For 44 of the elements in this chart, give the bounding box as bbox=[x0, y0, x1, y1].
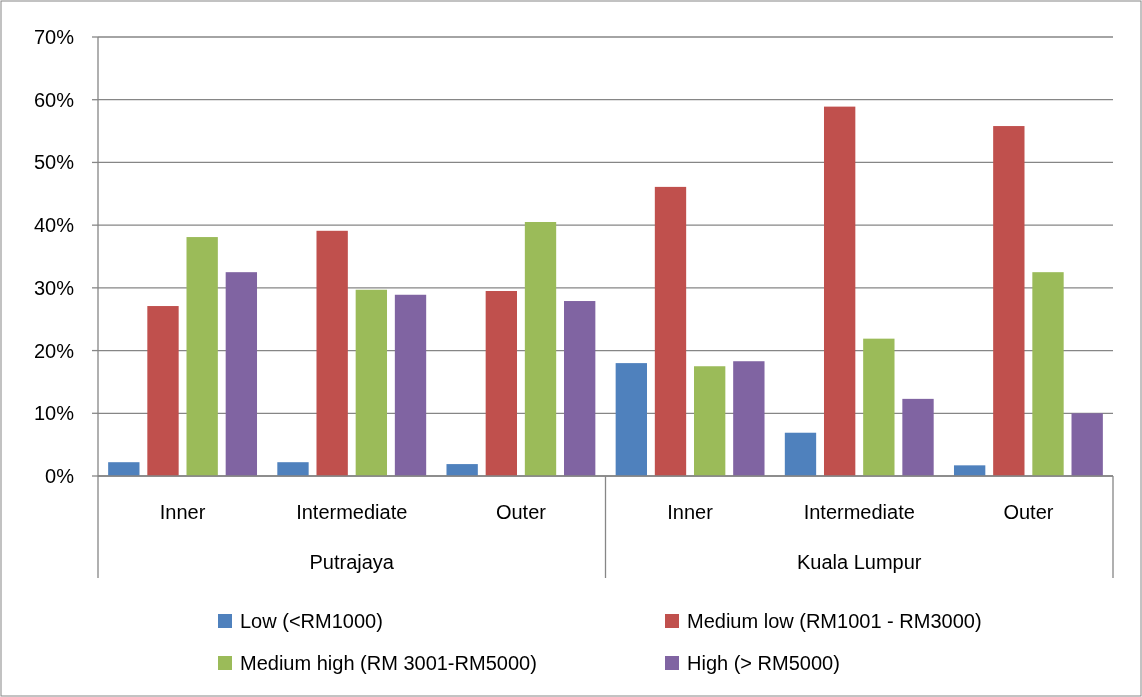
legend-label: Low (<RM1000) bbox=[240, 610, 383, 632]
y-tick-label: 0% bbox=[45, 465, 75, 487]
bar bbox=[654, 186, 687, 476]
text: Kuala Lumpur bbox=[796, 551, 922, 573]
bar bbox=[355, 289, 388, 476]
x-tick-label: Outer bbox=[495, 501, 547, 523]
bar bbox=[186, 237, 218, 476]
bar bbox=[733, 361, 765, 476]
bar bbox=[615, 363, 647, 476]
bar bbox=[784, 432, 817, 476]
bar bbox=[524, 222, 557, 476]
x-tick-label: Inner bbox=[159, 501, 206, 523]
bar bbox=[485, 290, 517, 476]
legend-label: Medium high (RM 3001-RM5000) bbox=[240, 652, 537, 674]
bar bbox=[902, 398, 934, 476]
bar bbox=[1071, 413, 1103, 476]
x-tick-label: Outer bbox=[1003, 501, 1054, 523]
bar bbox=[863, 338, 895, 476]
y-tick-label: 30% bbox=[33, 276, 75, 299]
x-tick-label: Intermediate bbox=[803, 501, 915, 523]
bar bbox=[147, 306, 179, 476]
y-tick-label: 10% bbox=[33, 402, 75, 425]
x-tick-label: Inner bbox=[667, 501, 714, 523]
y-tick-label: 60% bbox=[33, 88, 75, 111]
bar bbox=[108, 462, 140, 476]
bar bbox=[953, 465, 986, 476]
y-tick-label: 20% bbox=[33, 339, 75, 362]
bar bbox=[225, 272, 258, 476]
y-tick-label: 40% bbox=[33, 214, 75, 237]
x-tick-label: Intermediate bbox=[296, 501, 408, 523]
bar bbox=[316, 230, 348, 476]
bar bbox=[823, 106, 856, 476]
text: Putrajaya bbox=[309, 551, 395, 573]
legend-label: Medium low (RM1001 - RM3000) bbox=[687, 610, 982, 632]
bar bbox=[277, 462, 309, 476]
bar bbox=[564, 301, 596, 476]
bar bbox=[1032, 272, 1064, 476]
legend-label: High (> RM5000) bbox=[687, 652, 840, 674]
bar bbox=[446, 464, 478, 476]
y-tick-label: 50% bbox=[33, 151, 75, 174]
bar bbox=[394, 294, 427, 476]
bar bbox=[694, 366, 726, 476]
y-tick-label: 70% bbox=[33, 26, 75, 48]
bar bbox=[993, 126, 1025, 476]
